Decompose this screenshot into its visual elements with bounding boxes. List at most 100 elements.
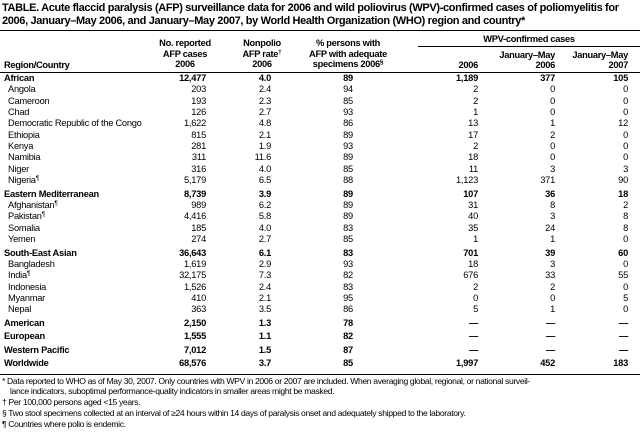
row-name: Bangladesh [8, 259, 55, 270]
cell-wpv-jan-may-2007: 0 [623, 152, 628, 163]
row-name-text: African [4, 73, 35, 83]
table-row-region: African 12,477 4.0 89 1,189 377 105 [0, 73, 640, 84]
cell-wpv-2006: 2 [473, 95, 478, 106]
cell-wpv-jan-may-2006: 24 [545, 222, 555, 233]
row-name-text: Pakistan [8, 211, 42, 222]
cell-wpv-jan-may-2006: 0 [550, 141, 555, 152]
header-adequate-line3: specimens 2006§ [298, 59, 398, 70]
footnote-endemic: ¶ Countries where polio is endemic. [2, 419, 126, 429]
header-wpv-group: WPV-confirmed cases [483, 34, 575, 44]
row-name-text: Afghanistan [8, 199, 55, 210]
header-afp-cases-line2: AFP cases [162, 48, 208, 59]
cell-afp-rate: 2.4 [258, 84, 271, 95]
header-region-country: Region/Country [4, 60, 70, 70]
table-row-country: Nigeria¶ 5,179 6.5 88 1,123 371 90 [0, 175, 640, 186]
cell-wpv-jan-may-2006: 0 [550, 95, 555, 106]
cell-afp-cases: 1,555 [183, 331, 206, 342]
cell-adequate-specimens: 89 [343, 129, 353, 140]
table-body: African 12,477 4.0 89 1,189 377 105 Angola 203 2.… [0, 73, 640, 370]
header-wpv-jm2006-line1: January–May [499, 49, 555, 60]
cell-adequate-specimens: 89 [343, 199, 353, 210]
cell-wpv-jan-may-2007: 60 [618, 247, 628, 258]
cell-wpv-2006: 107 [463, 188, 478, 199]
cell-afp-cases: 126 [191, 107, 206, 118]
cell-wpv-jan-may-2006: 1 [550, 304, 555, 315]
row-name-text: Yemen [8, 234, 36, 244]
cell-wpv-jan-may-2007: 90 [618, 175, 628, 186]
cell-afp-cases: 1,619 [183, 258, 206, 269]
cell-adequate-specimens: 83 [343, 247, 353, 258]
cell-wpv-jan-may-2007: 0 [623, 304, 628, 315]
cell-adequate-specimens: 93 [343, 107, 353, 118]
cell-wpv-jan-may-2007: 105 [613, 73, 628, 83]
cell-wpv-jan-may-2007: 3 [623, 163, 628, 174]
cell-afp-rate: 1.3 [258, 317, 271, 328]
row-name: American [4, 318, 45, 329]
cell-wpv-jan-may-2006: 0 [550, 152, 555, 163]
cell-wpv-jan-may-2006: 3 [550, 211, 555, 222]
cell-wpv-jan-may-2007: 0 [623, 258, 628, 269]
cell-wpv-jan-may-2006: 0 [550, 292, 555, 303]
table-bottom-rule [0, 374, 640, 375]
title-rule [0, 30, 640, 31]
cell-wpv-jan-may-2007: 12 [618, 118, 628, 129]
table-row-country: Cameroon 193 2.3 85 2 0 0 [0, 96, 640, 107]
cell-adequate-specimens: 89 [343, 211, 353, 222]
cell-wpv-jan-may-2007: — [618, 317, 628, 328]
cell-wpv-jan-may-2007: 183 [613, 358, 628, 369]
cell-wpv-jan-may-2007: 0 [623, 281, 628, 292]
cell-adequate-specimens: 78 [343, 317, 353, 328]
header-wpv-jm2007-line2: 2007 [608, 60, 629, 70]
header-adequate-line2: AFP with adequate [309, 48, 387, 59]
wpv-group-rule [418, 46, 640, 47]
cell-wpv-2006: 13 [468, 118, 478, 129]
header-adequate-specimens: % persons with AFP with adequate specime… [298, 38, 398, 70]
row-name: Cameroon [8, 96, 50, 107]
cell-afp-cases: 8,739 [183, 188, 206, 199]
row-name: Myanmar [8, 293, 45, 304]
cell-wpv-jan-may-2006: 371 [540, 175, 555, 186]
cell-afp-rate: 3.7 [258, 358, 271, 369]
row-name: India¶ [8, 270, 30, 281]
header-wpv-jm2007: January–May 2007 [568, 50, 628, 71]
cell-afp-rate: 2.7 [258, 107, 271, 118]
endemic-footnote-mark: ¶ [35, 175, 40, 183]
cell-adequate-specimens: 82 [343, 270, 353, 281]
row-name-text: Democratic Republic of the Congo [8, 118, 142, 129]
cell-adequate-specimens: 93 [343, 141, 353, 152]
row-name: Kenya [8, 141, 33, 152]
cell-adequate-specimens: 86 [343, 118, 353, 129]
cell-adequate-specimens: 83 [343, 222, 353, 233]
table-row-region: South-East Asian 36,643 6.1 83 701 39 60 [0, 248, 640, 259]
cell-wpv-2006: 701 [463, 247, 478, 258]
cell-wpv-2006: 0 [473, 292, 478, 303]
row-name: Niger [8, 164, 29, 175]
cell-afp-rate: 3.9 [258, 188, 271, 199]
cell-wpv-jan-may-2007: 2 [623, 199, 628, 210]
cell-wpv-jan-may-2006: 39 [545, 247, 555, 258]
header-afp-cases: No. reported AFP cases 2006 [150, 38, 220, 70]
footnote-mark: § [379, 59, 384, 66]
footnote-specimens: § Two stool specimens collected at an in… [2, 408, 466, 418]
cell-adequate-specimens: 82 [343, 331, 353, 342]
cell-wpv-2006: 5 [473, 304, 478, 315]
row-name-text: Myanmar [8, 292, 45, 303]
cell-adequate-specimens: 93 [343, 258, 353, 269]
cell-afp-cases: 193 [191, 95, 206, 106]
row-name-text: Eastern Mediterranean [4, 188, 99, 199]
row-name: Nepal [8, 304, 31, 315]
cell-adequate-specimens: 85 [343, 234, 353, 244]
cell-afp-rate: 4.8 [258, 118, 271, 129]
header-afp-cases-line1: No. reported [159, 38, 211, 48]
cell-wpv-jan-may-2006: 8 [550, 199, 555, 210]
row-name: Western Pacific [4, 345, 70, 356]
cell-afp-rate: 1.1 [258, 331, 271, 342]
cell-wpv-jan-may-2007: 0 [623, 129, 628, 140]
cell-adequate-specimens: 83 [343, 281, 353, 292]
row-name: Namibia [8, 152, 41, 163]
cell-afp-cases: 32,175 [179, 270, 206, 281]
row-name: Indonesia [8, 282, 46, 293]
cell-wpv-2006: 1,123 [455, 175, 478, 186]
row-name: Afghanistan¶ [8, 200, 58, 211]
cell-wpv-jan-may-2006: 452 [540, 358, 555, 369]
